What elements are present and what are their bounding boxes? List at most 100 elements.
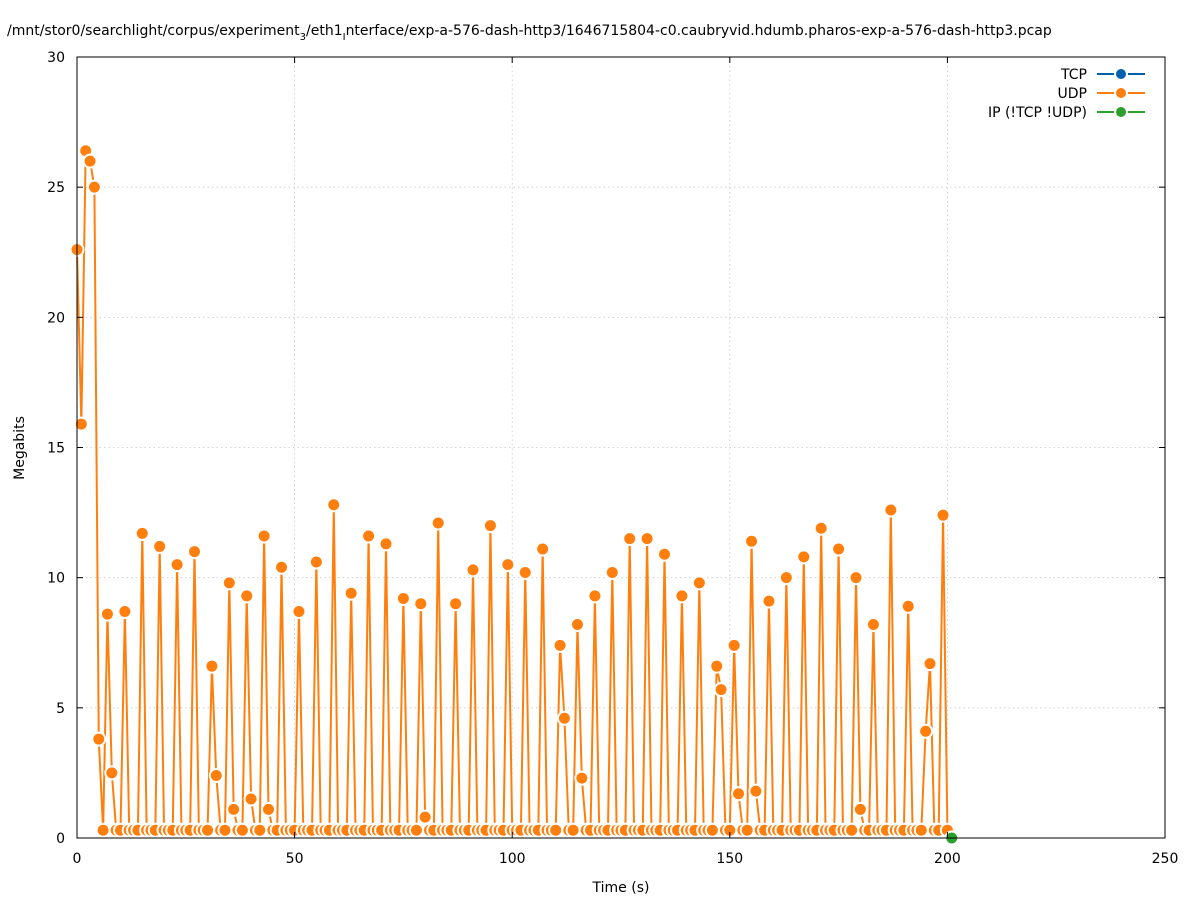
series-1-point: [187, 544, 203, 560]
y-tick-label: 0: [56, 831, 65, 847]
series-1-point: [239, 588, 255, 604]
series-1-point: [217, 822, 233, 838]
series-1-point: [95, 822, 111, 838]
y-tick-label: 30: [47, 50, 65, 66]
series-1-point: [517, 564, 533, 580]
y-tick-label: 5: [56, 701, 65, 717]
series-1-point: [260, 801, 276, 817]
series-1-point: [117, 604, 133, 620]
series-1-point: [935, 507, 951, 523]
series-1-point: [465, 562, 481, 578]
legend-swatch-marker: [1114, 86, 1128, 100]
series-1-point: [535, 541, 551, 557]
series-1-point: [104, 765, 120, 781]
x-tick-label: 50: [286, 851, 304, 867]
series-1-point: [922, 656, 938, 672]
series-1-point: [326, 497, 342, 513]
tick-layer: 0 50 100 150 200 250 0 5 10 15 20 25 30: [47, 50, 1178, 867]
y-tick-label: 10: [47, 571, 65, 587]
x-axis-label: Time (s): [592, 880, 650, 896]
series-1-point: [569, 617, 585, 633]
series-1-point: [813, 520, 829, 536]
y-tick-label: 20: [47, 310, 65, 326]
series-1-point: [704, 822, 720, 838]
series-1-point: [565, 822, 581, 838]
series-1-point: [274, 559, 290, 575]
series-1-point: [86, 179, 102, 195]
series-1-point: [308, 554, 324, 570]
series-1-point: [918, 723, 934, 739]
x-tick-label: 100: [499, 851, 526, 867]
series-1-point: [548, 822, 564, 838]
series-1-point: [226, 801, 242, 817]
legend-label: TCP: [1060, 67, 1087, 83]
chart-title: /mnt/stor0/searchlight/corpus/experiment…: [7, 23, 1052, 43]
chart-title-sub-1: 3: [300, 32, 306, 43]
series-1-point: [844, 822, 860, 838]
series-1-point: [604, 564, 620, 580]
series-1-point: [204, 658, 220, 674]
series-1-point: [91, 731, 107, 747]
series-1-point: [744, 533, 760, 549]
series-1-point: [82, 153, 98, 169]
y-axis-label: Megabits: [12, 416, 28, 480]
series-1-point: [709, 658, 725, 674]
series-1-point: [256, 528, 272, 544]
series-1-point: [200, 822, 216, 838]
series-1-point: [726, 637, 742, 653]
series-1-point: [731, 786, 747, 802]
series-1-point: [430, 515, 446, 531]
series-1-point: [587, 588, 603, 604]
series-1-point: [713, 682, 729, 698]
series-1-point: [413, 596, 429, 612]
series-1-point: [408, 822, 424, 838]
series-1-point: [852, 801, 868, 817]
x-tick-label: 250: [1152, 851, 1179, 867]
chart-title-part-1: /mnt/stor0/searchlight/corpus/experiment: [7, 23, 300, 39]
series-1-point: [761, 593, 777, 609]
series-1-point: [552, 637, 568, 653]
series-1-point: [848, 570, 864, 586]
series-1-point: [574, 770, 590, 786]
series-1-point: [639, 531, 655, 547]
series-1-point: [234, 822, 250, 838]
series-1-point: [883, 502, 899, 518]
series-1-point: [361, 528, 377, 544]
series-1-point: [252, 822, 268, 838]
series-1-point: [674, 588, 690, 604]
series-1-point: [221, 575, 237, 591]
series-1-point: [900, 598, 916, 614]
series-1-point: [482, 518, 498, 534]
series-1-point: [134, 525, 150, 541]
x-tick-label: 0: [73, 851, 82, 867]
series-1-point: [865, 617, 881, 633]
series-1-point: [152, 538, 168, 554]
legend-label: IP (!TCP !UDP): [988, 105, 1087, 121]
series-1-point: [99, 606, 115, 622]
chart-title-sub-2: I: [343, 32, 346, 43]
grid-layer: [77, 57, 1165, 838]
series-1-point: [208, 768, 224, 784]
x-tick-label: 200: [934, 851, 961, 867]
series-1-point: [243, 791, 259, 807]
y-tick-label: 25: [47, 180, 65, 196]
legend-label: UDP: [1058, 86, 1087, 102]
legend-swatch-marker: [1114, 67, 1128, 81]
series-1-point: [500, 557, 516, 573]
series-1-point: [831, 541, 847, 557]
series-1-point: [739, 822, 755, 838]
series-1-point: [748, 783, 764, 799]
series-1-point: [448, 596, 464, 612]
legend: TCP UDP IP (!TCP !UDP): [988, 67, 1145, 121]
series-layer: [69, 143, 960, 846]
chart-title-part-3: nterface/exp-a-576-dash-http3/1646715804…: [346, 23, 1052, 39]
legend-swatch-marker: [1114, 105, 1128, 119]
chart-title-part-2: /eth1: [306, 23, 343, 39]
series-1-point: [556, 710, 572, 726]
y-tick-label: 15: [47, 441, 65, 457]
series-1-point: [169, 557, 185, 573]
series-1-point: [417, 809, 433, 825]
series-1-point: [778, 570, 794, 586]
x-tick-label: 150: [716, 851, 743, 867]
